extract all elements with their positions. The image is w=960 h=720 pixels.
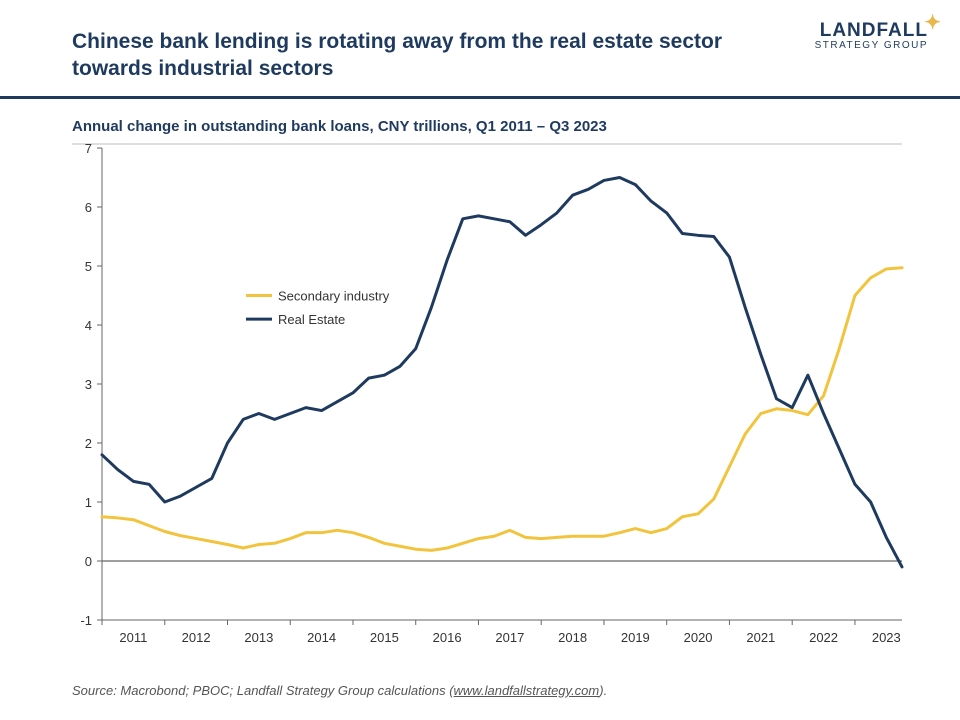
svg-text:2018: 2018 (558, 630, 587, 645)
svg-text:Secondary industry: Secondary industry (278, 289, 390, 304)
header-divider (0, 96, 960, 99)
svg-text:2011: 2011 (119, 630, 147, 645)
chart-subtitle: Annual change in outstanding bank loans,… (72, 118, 607, 135)
svg-text:-1: -1 (80, 613, 92, 628)
svg-text:2017: 2017 (495, 630, 524, 645)
source-note: Source: Macrobond; PBOC; Landfall Strate… (72, 683, 607, 698)
brand-logo: LANDFALL✦ STRATEGY GROUP (815, 20, 928, 51)
svg-text:7: 7 (85, 141, 92, 156)
svg-text:2: 2 (85, 436, 92, 451)
star-icon: ✦ (924, 10, 942, 35)
svg-text:2012: 2012 (182, 630, 211, 645)
logo-text: LANDFALL✦ (815, 20, 928, 42)
svg-text:2014: 2014 (307, 630, 336, 645)
title-line-2: towards industrial sectors (72, 57, 333, 80)
source-link[interactable]: www.landfallstrategy.com (454, 683, 600, 698)
svg-text:1: 1 (85, 495, 92, 510)
svg-text:6: 6 (85, 200, 92, 215)
svg-text:2020: 2020 (684, 630, 713, 645)
svg-text:3: 3 (85, 377, 92, 392)
svg-text:4: 4 (85, 318, 92, 333)
svg-text:2015: 2015 (370, 630, 399, 645)
svg-text:0: 0 (85, 554, 92, 569)
svg-text:2013: 2013 (244, 630, 273, 645)
svg-text:2016: 2016 (433, 630, 462, 645)
title-line-1: Chinese bank lending is rotating away fr… (72, 30, 722, 53)
page-title: Chinese bank lending is rotating away fr… (72, 28, 760, 83)
svg-text:2019: 2019 (621, 630, 650, 645)
svg-text:5: 5 (85, 259, 92, 274)
line-chart: -1 0 1 2 3 4 5 6 7 2011 2012 2013 2014 2015 2016 2017 20… (52, 140, 922, 660)
svg-text:Real Estate: Real Estate (278, 312, 345, 327)
svg-text:2023: 2023 (872, 630, 901, 645)
svg-text:2022: 2022 (809, 630, 838, 645)
svg-text:2021: 2021 (746, 630, 775, 645)
